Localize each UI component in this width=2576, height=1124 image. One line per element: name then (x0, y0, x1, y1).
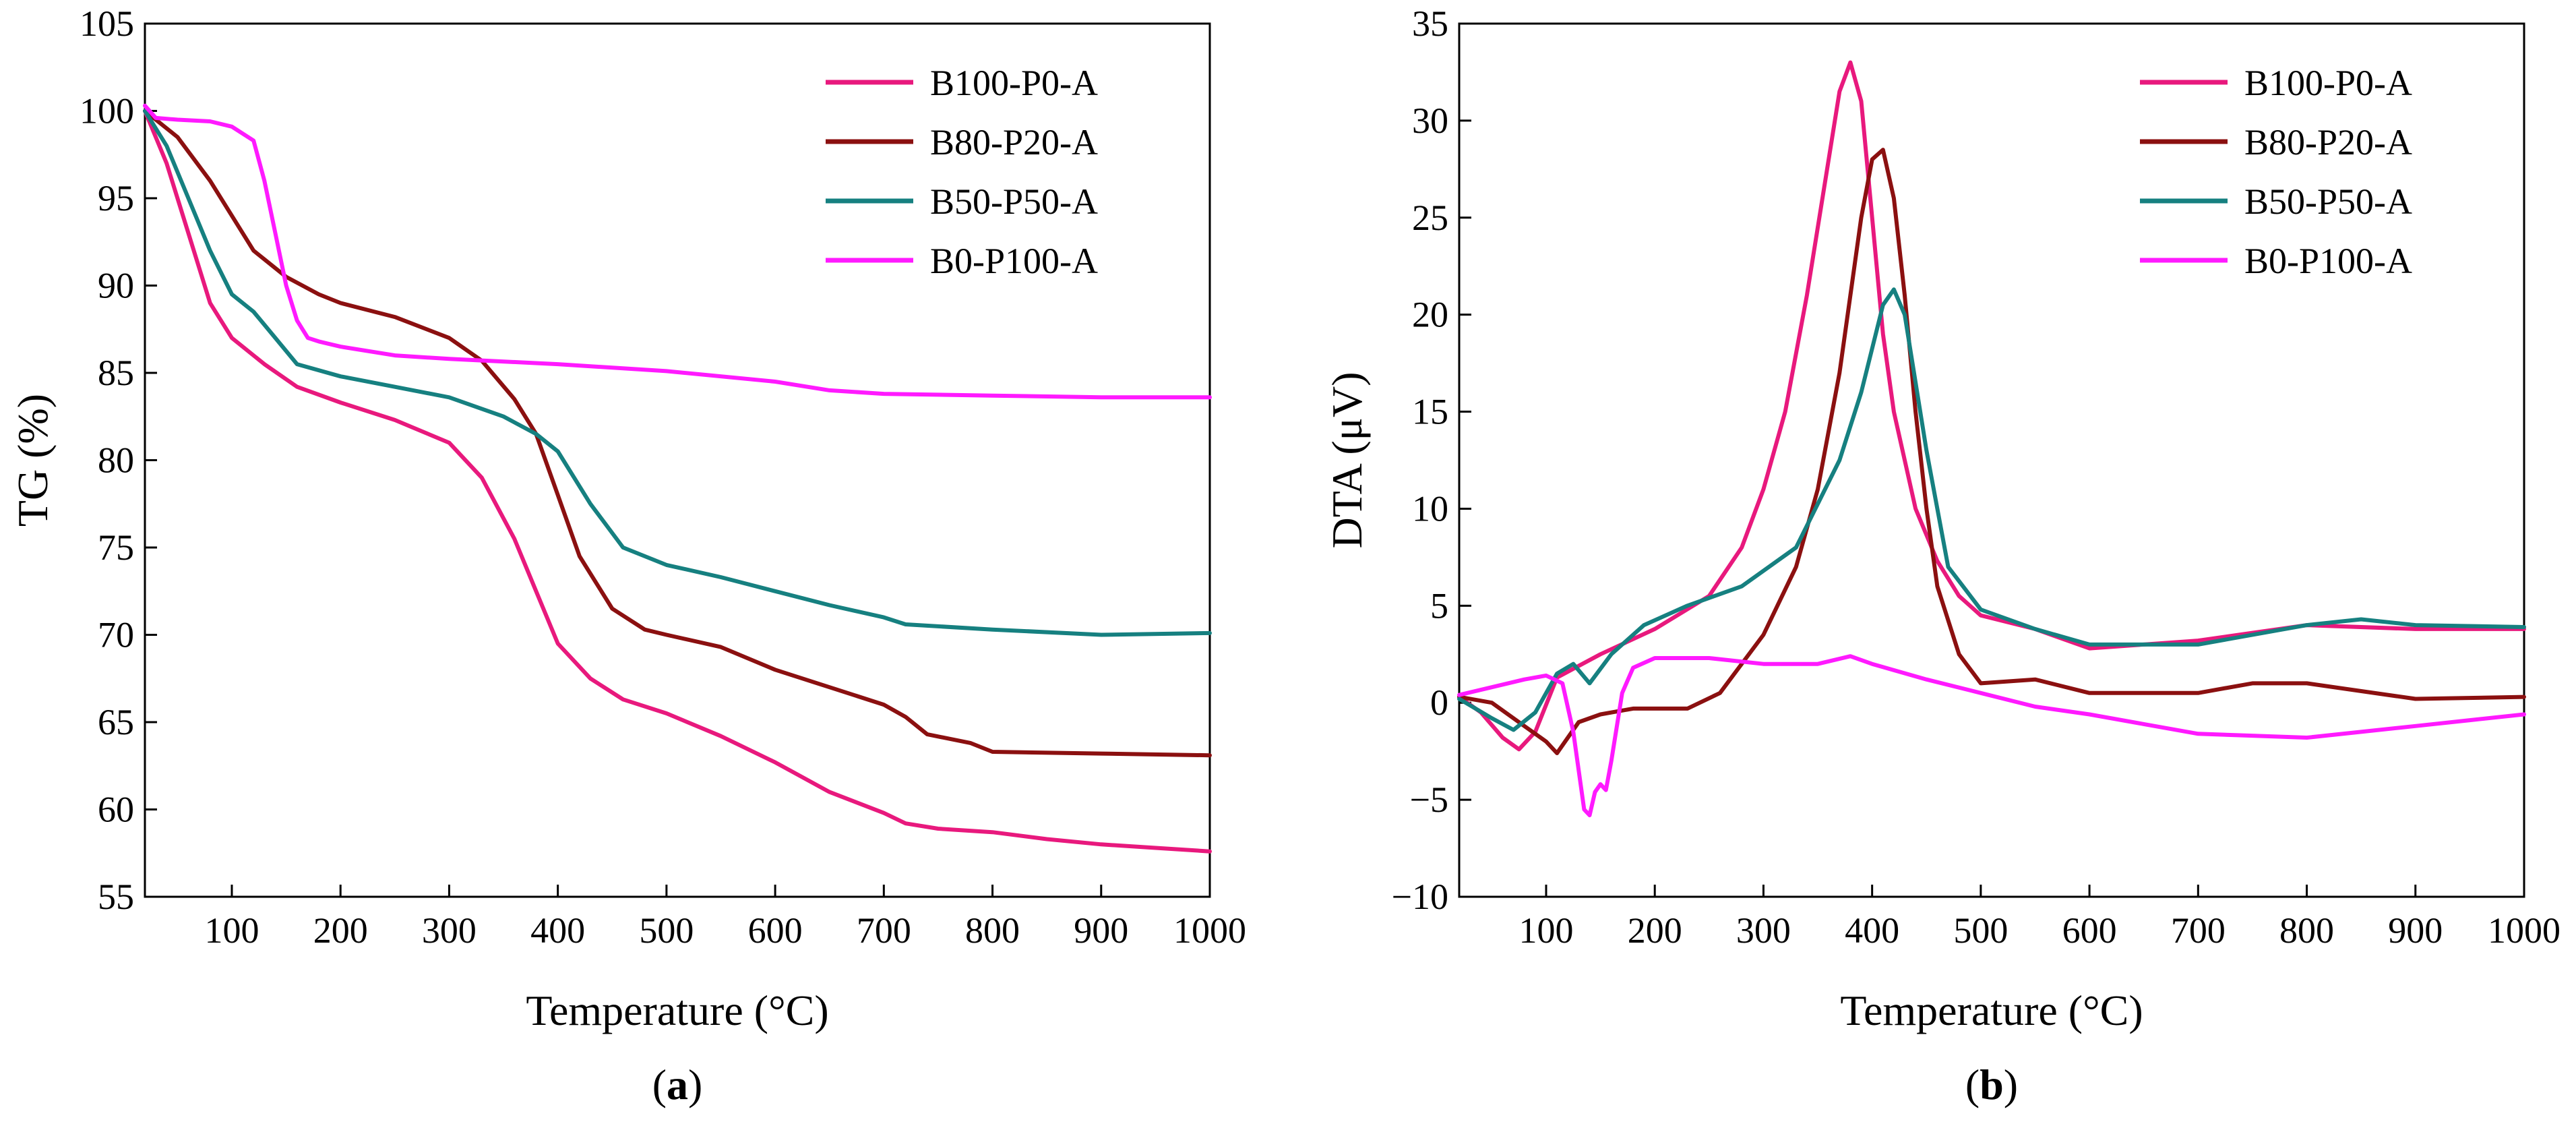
y-tick-label: 15 (1412, 392, 1448, 432)
legend-label: B0-P100-A (930, 241, 1098, 281)
y-tick-label: 85 (98, 353, 134, 393)
y-tick-label: 35 (1412, 3, 1448, 44)
panel-letter: a (667, 1061, 688, 1108)
x-tick-label: 400 (1845, 910, 1899, 951)
dta-panel: 100 200 300 400 500 600 700 800 900 1000 −10 −5 0 5 10… (1323, 3, 2560, 1108)
legend-label: B0-P100-A (2244, 241, 2412, 281)
y-tick-label: 75 (98, 527, 134, 568)
x-tick-label: 200 (1628, 910, 1682, 951)
x-tick-label: 100 (204, 910, 259, 951)
x-tick-label: 100 (1519, 910, 1573, 951)
y-tick-label: −5 (1410, 779, 1448, 820)
y-tick-label: 55 (98, 877, 134, 917)
y-tick-label: 95 (98, 178, 134, 218)
y-tick-label: 100 (80, 91, 134, 131)
y-tick-label: 60 (98, 790, 134, 830)
y-tick-label: 25 (1412, 198, 1448, 238)
y-tick-label: −10 (1392, 877, 1448, 917)
legend-label: B50-P50-A (930, 181, 1098, 222)
y-tick-label: 5 (1430, 585, 1448, 626)
x-tick-label: 1000 (1173, 910, 1246, 951)
legend-label: B50-P50-A (2244, 181, 2412, 222)
panel-label: (b) (1965, 1061, 2018, 1108)
x-tick-label: 800 (965, 910, 1020, 951)
x-tick-label: 500 (639, 910, 694, 951)
x-tick-label: 200 (313, 910, 368, 951)
x-tick-label: 900 (2388, 910, 2443, 951)
tg-panel: 100 200 300 400 500 600 700 800 900 1000 55 60 65 70 7… (9, 3, 1246, 1108)
y-tick-label: 105 (80, 3, 134, 44)
legend-label: B80-P20-A (930, 122, 1098, 162)
y-tick-label: 10 (1412, 488, 1448, 529)
x-tick-label: 900 (1074, 910, 1128, 951)
y-tick-label: 0 (1430, 682, 1448, 723)
y-axis-title: DTA (μV) (1323, 372, 1371, 548)
series-line-b100-p0-a (143, 109, 1212, 854)
panel-letter: b (1980, 1061, 2004, 1108)
series-line-b50-p50-a (1457, 287, 2526, 732)
x-axis-title: Temperature (°C) (1840, 986, 2143, 1034)
x-tick-label: 600 (2062, 910, 2117, 951)
legend-label: B100-P0-A (2244, 63, 2412, 103)
x-tick-label: 600 (748, 910, 803, 951)
y-tick-label: 65 (98, 702, 134, 742)
y-tick-label: 70 (98, 615, 134, 655)
y-tick-label: 30 (1412, 100, 1448, 141)
series-line-b0-p100-a (143, 103, 1212, 400)
y-axis-title: TG (%) (9, 394, 57, 527)
series-line-b80-p20-a (1457, 148, 2526, 755)
legend-label: B100-P0-A (930, 63, 1098, 103)
y-tick-label: 80 (98, 440, 134, 481)
x-tick-label: 700 (2171, 910, 2226, 951)
x-tick-label: 800 (2279, 910, 2334, 951)
series-line-b0-p100-a (1457, 654, 2526, 818)
series-line-b50-p50-a (143, 109, 1212, 637)
x-axis-title: Temperature (°C) (526, 986, 828, 1034)
legend-label: B80-P20-A (2244, 122, 2412, 162)
plot-frame (1458, 22, 2525, 898)
x-tick-label: 1000 (2488, 910, 2560, 951)
x-tick-label: 300 (1736, 910, 1791, 951)
x-tick-label: 300 (422, 910, 477, 951)
x-tick-label: 500 (1953, 910, 2008, 951)
x-tick-label: 400 (530, 910, 585, 951)
y-tick-label: 90 (98, 266, 134, 306)
panel-label: (a) (652, 1061, 703, 1108)
x-tick-label: 700 (857, 910, 911, 951)
y-tick-label: 20 (1412, 295, 1448, 335)
series-line-b80-p20-a (143, 109, 1212, 758)
